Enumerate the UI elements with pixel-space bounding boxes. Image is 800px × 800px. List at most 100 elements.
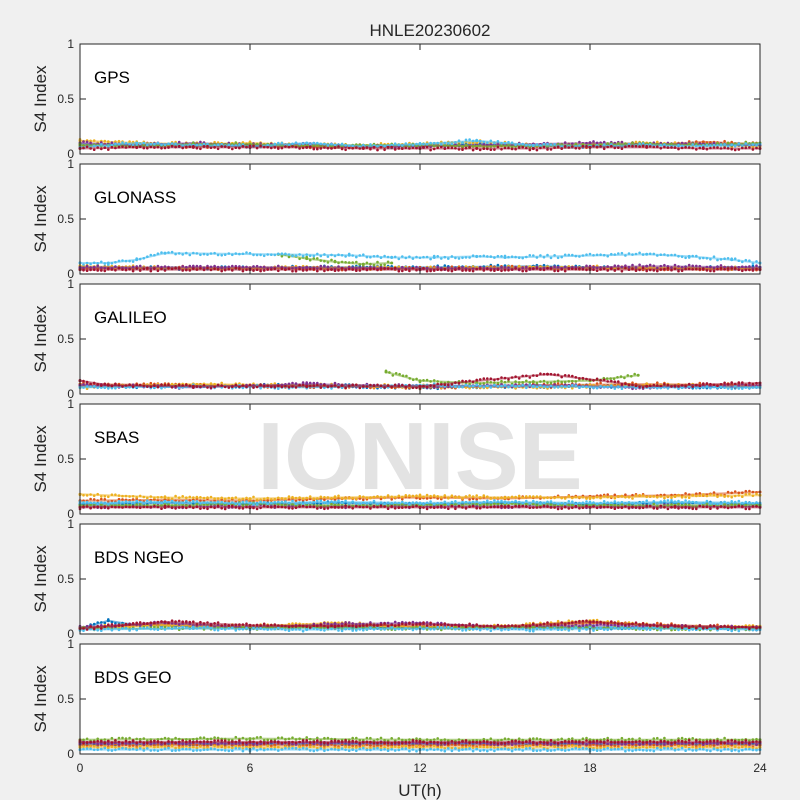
data-point <box>114 386 117 390</box>
data-point <box>238 267 241 270</box>
data-point <box>695 386 698 390</box>
data-point <box>677 269 680 273</box>
data-point <box>344 255 347 258</box>
data-point <box>146 143 149 147</box>
data-point <box>372 384 376 388</box>
data-point <box>751 382 755 386</box>
data-point <box>422 266 425 270</box>
data-point <box>326 255 330 258</box>
data-point <box>574 142 578 146</box>
data-point <box>563 269 567 273</box>
data-point <box>436 254 440 258</box>
data-point <box>174 384 177 388</box>
data-point <box>206 253 209 256</box>
data-point <box>411 386 415 390</box>
data-point <box>177 140 181 144</box>
data-point <box>701 140 705 144</box>
data-point <box>135 258 139 262</box>
data-point <box>563 253 567 257</box>
data-point <box>546 253 549 257</box>
data-point <box>631 144 634 148</box>
data-point <box>624 254 627 257</box>
data-point <box>231 147 234 151</box>
data-point <box>464 383 468 387</box>
data-point <box>620 269 624 273</box>
data-point <box>471 142 475 145</box>
data-point <box>680 269 684 273</box>
data-point <box>124 384 128 387</box>
data-point <box>560 384 563 388</box>
data-point <box>709 493 712 496</box>
data-point <box>96 386 99 390</box>
data-point <box>106 383 110 387</box>
data-point <box>500 266 503 269</box>
data-point <box>755 144 758 147</box>
data-point <box>361 147 365 150</box>
data-point <box>153 384 156 388</box>
data-point <box>709 386 712 390</box>
data-point <box>748 492 751 496</box>
data-point <box>461 385 464 389</box>
data-point <box>687 267 691 271</box>
data-point <box>202 145 206 148</box>
data-point <box>539 380 542 383</box>
data-point <box>702 267 705 271</box>
data-point <box>730 140 733 144</box>
data-point <box>177 252 181 255</box>
data-point <box>636 373 640 377</box>
data-point <box>751 148 755 151</box>
data-point <box>560 268 563 271</box>
data-point <box>723 268 726 271</box>
data-point <box>294 269 298 273</box>
data-point <box>199 496 202 499</box>
data-point <box>96 264 99 268</box>
data-point <box>415 142 418 146</box>
data-point <box>585 264 588 268</box>
data-point <box>174 494 177 498</box>
data-point <box>298 267 301 271</box>
data-point <box>719 266 723 270</box>
data-point <box>238 146 241 150</box>
data-point <box>450 255 454 258</box>
data-point <box>344 261 347 264</box>
data-point <box>741 269 744 273</box>
data-point <box>149 385 153 389</box>
data-point <box>571 253 574 257</box>
data-point <box>153 253 156 257</box>
data-point <box>602 147 606 151</box>
data-point <box>337 145 340 148</box>
data-point <box>323 259 326 263</box>
data-point <box>726 147 730 150</box>
panel-label: GALILEO <box>94 308 167 327</box>
data-point <box>525 374 528 378</box>
data-point <box>323 383 326 387</box>
data-point <box>457 148 461 151</box>
data-point <box>606 493 609 496</box>
data-point <box>82 494 85 497</box>
data-point <box>567 384 571 388</box>
data-point <box>440 383 443 386</box>
data-point <box>677 143 680 147</box>
data-point <box>92 265 96 269</box>
data-point <box>301 146 305 150</box>
data-point <box>482 254 486 258</box>
data-point <box>744 383 748 387</box>
data-point <box>312 257 316 260</box>
data-point <box>464 138 468 142</box>
data-point <box>517 256 521 260</box>
data-point <box>457 266 461 270</box>
data-point <box>719 385 723 389</box>
data-point <box>464 143 468 147</box>
data-point <box>595 377 599 381</box>
data-point <box>737 381 741 384</box>
data-point <box>252 386 255 389</box>
data-point <box>648 143 652 146</box>
data-point <box>238 143 241 146</box>
data-point <box>312 267 316 271</box>
data-point <box>447 269 450 272</box>
data-point <box>425 143 429 146</box>
data-point <box>695 383 698 387</box>
data-point <box>216 383 220 387</box>
data-point <box>138 494 142 498</box>
data-point <box>220 269 223 273</box>
